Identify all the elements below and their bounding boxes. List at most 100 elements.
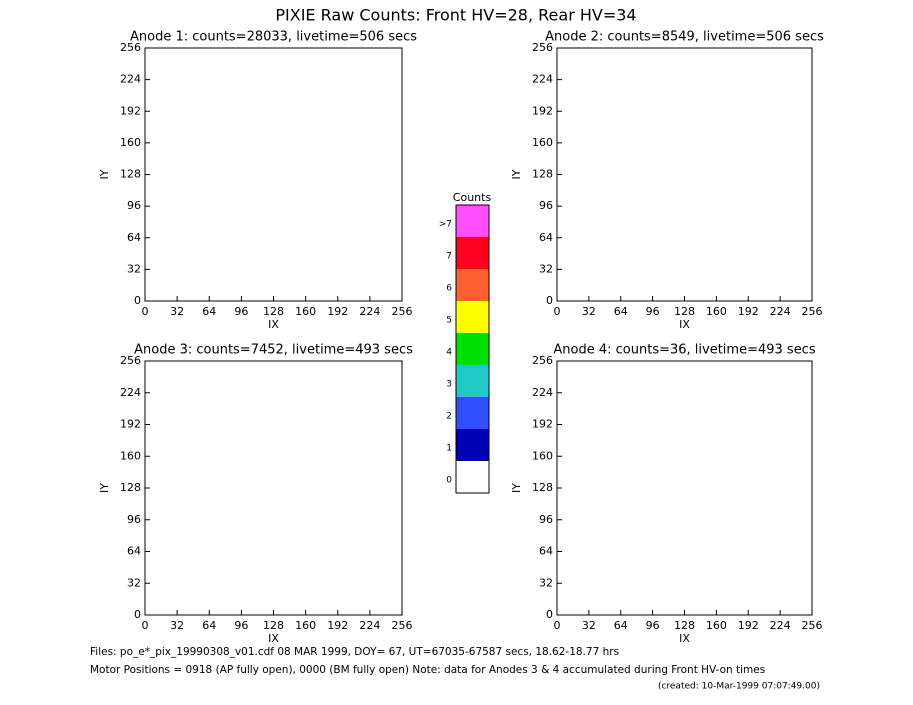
colorbar-label: 3: [446, 380, 452, 390]
colorbar-swatch: [456, 397, 489, 429]
y-tick-label: 64: [539, 545, 553, 558]
x-tick-label: 224: [359, 619, 380, 632]
x-tick-label: 256: [392, 619, 413, 632]
y-tick-label: 0: [134, 294, 141, 307]
x-tick-label: 32: [170, 305, 184, 318]
colorbar-swatch: [456, 461, 489, 493]
colorbar-label: 1: [446, 444, 452, 454]
plot-frame: [556, 360, 813, 616]
x-tick-label: 0: [554, 305, 561, 318]
x-tick-label: 32: [582, 305, 596, 318]
y-tick-label: 128: [532, 168, 553, 181]
y-tick-label: 32: [539, 576, 553, 589]
x-axis-label: IX: [679, 318, 690, 331]
x-tick-label: 128: [263, 305, 284, 318]
y-tick-label: 128: [120, 481, 141, 494]
colorbar-label: 6: [446, 284, 452, 294]
colorbar-swatch: [456, 333, 489, 365]
x-tick-label: 64: [614, 305, 628, 318]
plot-frame: [144, 360, 403, 616]
y-tick-label: 192: [120, 104, 141, 117]
x-tick-label: 96: [646, 619, 660, 632]
y-tick-label: 224: [532, 73, 553, 86]
y-tick-label: 224: [120, 386, 141, 399]
x-tick-label: 224: [359, 305, 380, 318]
y-axis-label: IY: [98, 169, 111, 179]
y-tick-label: 128: [120, 168, 141, 181]
y-axis-label: IY: [98, 483, 111, 493]
y-tick-label: 96: [127, 513, 141, 526]
x-axis-label: IX: [268, 318, 279, 331]
y-tick-label: 256: [120, 354, 141, 367]
x-tick-label: 96: [234, 619, 248, 632]
y-tick-label: 160: [120, 136, 141, 149]
y-tick-label: 192: [532, 418, 553, 431]
x-tick-label: 0: [142, 305, 149, 318]
y-tick-label: 0: [546, 294, 553, 307]
x-tick-label: 64: [202, 305, 216, 318]
colorbar-label: 0: [446, 476, 452, 486]
x-axis-label: IX: [679, 632, 690, 645]
y-tick-label: 0: [134, 608, 141, 621]
x-tick-label: 0: [142, 619, 149, 632]
x-tick-label: 160: [295, 619, 316, 632]
colorbar-frame: [455, 204, 490, 494]
y-tick-label: 32: [127, 576, 141, 589]
y-axis-label: IY: [510, 169, 523, 179]
y-tick-label: 64: [539, 231, 553, 244]
colorbar-swatch: [456, 429, 489, 461]
x-tick-label: 64: [614, 619, 628, 632]
x-axis-label: IX: [268, 632, 279, 645]
y-tick-label: 256: [532, 41, 553, 54]
colorbar-swatch: [456, 301, 489, 333]
x-tick-label: 224: [770, 305, 791, 318]
y-tick-label: 256: [532, 354, 553, 367]
x-tick-label: 128: [674, 619, 695, 632]
x-tick-label: 224: [770, 619, 791, 632]
y-tick-label: 32: [539, 262, 553, 275]
x-tick-label: 128: [674, 305, 695, 318]
y-tick-label: 192: [120, 418, 141, 431]
y-tick-label: 64: [127, 545, 141, 558]
x-tick-label: 256: [802, 305, 823, 318]
footer-line: Files: po_e*_pix_19990308_v01.cdf 08 MAR…: [90, 646, 619, 658]
y-tick-label: 96: [539, 513, 553, 526]
colorbar-label: 4: [446, 348, 452, 358]
y-tick-label: 224: [532, 386, 553, 399]
x-tick-label: 160: [706, 619, 727, 632]
x-tick-label: 32: [582, 619, 596, 632]
y-tick-label: 96: [539, 199, 553, 212]
y-tick-label: 128: [532, 481, 553, 494]
x-tick-label: 192: [738, 305, 759, 318]
y-axis-label: IY: [510, 483, 523, 493]
colorbar-swatch: [456, 269, 489, 301]
panel-title: Anode 4: counts=36, livetime=493 secs: [553, 343, 815, 358]
x-tick-label: 192: [327, 619, 348, 632]
colorbar-swatch: [456, 205, 489, 237]
panel-title: Anode 2: counts=8549, livetime=506 secs: [545, 30, 824, 45]
plot-frame: [556, 47, 813, 302]
footer-line: (created: 10-Mar-1999 07:07:49.00): [658, 682, 820, 692]
x-tick-label: 96: [234, 305, 248, 318]
y-tick-label: 192: [532, 104, 553, 117]
colorbar-label: >7: [439, 220, 452, 230]
colorbar-title: Counts: [453, 191, 492, 204]
colorbar-label: 7: [446, 252, 452, 262]
y-tick-label: 256: [120, 41, 141, 54]
panel-title: Anode 3: counts=7452, livetime=493 secs: [134, 343, 413, 358]
x-tick-label: 0: [554, 619, 561, 632]
x-tick-label: 160: [295, 305, 316, 318]
x-tick-label: 192: [327, 305, 348, 318]
y-tick-label: 64: [127, 231, 141, 244]
x-tick-label: 64: [202, 619, 216, 632]
colorbar-swatch: [456, 237, 489, 269]
y-tick-label: 224: [120, 73, 141, 86]
colorbar-swatch: [456, 365, 489, 397]
x-tick-label: 160: [706, 305, 727, 318]
x-tick-label: 256: [392, 305, 413, 318]
y-tick-label: 96: [127, 199, 141, 212]
x-tick-label: 256: [802, 619, 823, 632]
colorbar-label: 5: [446, 316, 452, 326]
footer-line: Motor Positions = 0918 (AP fully open), …: [90, 664, 765, 676]
